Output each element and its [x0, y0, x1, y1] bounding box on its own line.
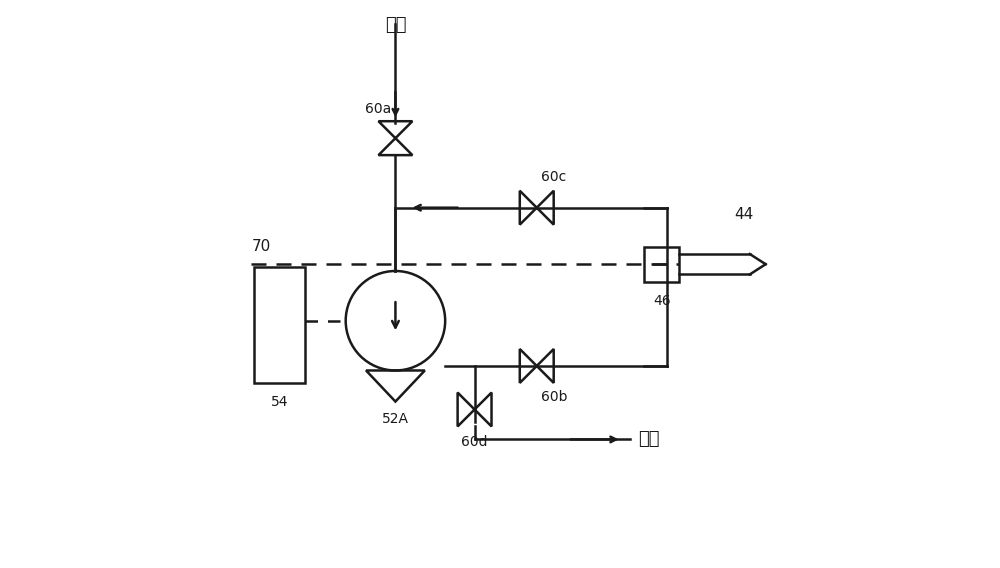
Text: 60d: 60d — [461, 435, 488, 449]
Text: 70: 70 — [251, 239, 271, 254]
Text: 60b: 60b — [541, 390, 568, 404]
Text: 44: 44 — [735, 207, 754, 222]
Bar — [254, 267, 305, 383]
Text: 60a: 60a — [365, 102, 391, 115]
Text: 排出: 排出 — [638, 431, 660, 449]
Text: 气体: 气体 — [385, 15, 406, 34]
Text: 52A: 52A — [382, 412, 409, 426]
Text: 60c: 60c — [541, 170, 567, 184]
Text: 54: 54 — [271, 395, 288, 410]
Bar — [644, 247, 679, 282]
Text: 46: 46 — [653, 294, 670, 308]
